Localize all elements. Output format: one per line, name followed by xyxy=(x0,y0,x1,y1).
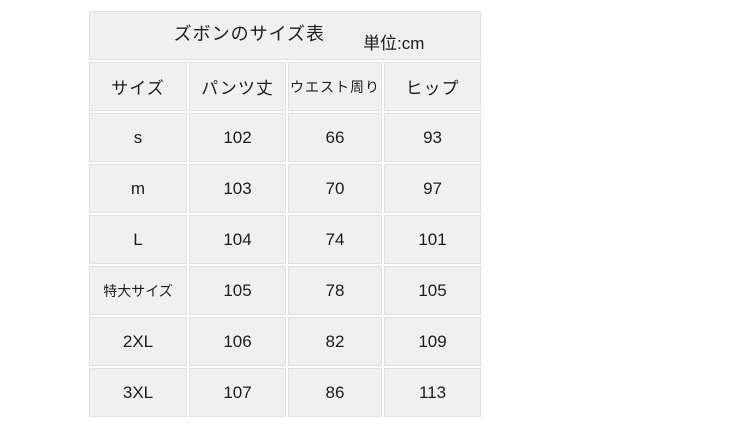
table-cell: 66 xyxy=(288,113,382,162)
table-cell: 103 xyxy=(189,164,286,213)
column-header-hip: ヒップ xyxy=(384,62,482,111)
row-label: m xyxy=(89,164,187,213)
table-title-row: ズボンのサイズ表 単位:cm xyxy=(89,11,482,60)
table-cell: 82 xyxy=(288,317,382,366)
row-label: 特大サイズ xyxy=(89,266,187,315)
table-cell: 102 xyxy=(189,113,286,162)
table-row: 3XL 107 86 113 xyxy=(89,368,482,417)
table-title-cell: ズボンのサイズ表 単位:cm xyxy=(89,11,482,60)
table-row: m 103 70 97 xyxy=(89,164,482,213)
table-cell: 113 xyxy=(384,368,482,417)
table-row: L 104 74 101 xyxy=(89,215,482,264)
table-row: 2XL 106 82 109 xyxy=(89,317,482,366)
table-title: ズボンのサイズ表 xyxy=(173,24,326,44)
table-cell: 101 xyxy=(384,215,482,264)
table-cell: 105 xyxy=(189,266,286,315)
table-cell: 106 xyxy=(189,317,286,366)
size-table: ズボンのサイズ表 単位:cm サイズ パンツ丈 ウエスト周り ヒップ s 102… xyxy=(87,9,484,419)
table-cell: 78 xyxy=(288,266,382,315)
row-label: 2XL xyxy=(89,317,187,366)
table-cell: 74 xyxy=(288,215,382,264)
unit-label: 単位:cm xyxy=(363,34,425,53)
table-cell: 86 xyxy=(288,368,382,417)
table-row: s 102 66 93 xyxy=(89,113,482,162)
row-label: 3XL xyxy=(89,368,187,417)
table-cell: 93 xyxy=(384,113,482,162)
row-label: s xyxy=(89,113,187,162)
table-header-row: サイズ パンツ丈 ウエスト周り ヒップ xyxy=(89,62,482,111)
table-cell: 97 xyxy=(384,164,482,213)
column-header-waist: ウエスト周り xyxy=(288,62,382,111)
table-row: 特大サイズ 105 78 105 xyxy=(89,266,482,315)
table-cell: 70 xyxy=(288,164,382,213)
table-cell: 109 xyxy=(384,317,482,366)
column-header-pants-length: パンツ丈 xyxy=(189,62,286,111)
column-header-size: サイズ xyxy=(89,62,187,111)
table-cell: 104 xyxy=(189,215,286,264)
table-cell: 107 xyxy=(189,368,286,417)
row-label: L xyxy=(89,215,187,264)
table-cell: 105 xyxy=(384,266,482,315)
